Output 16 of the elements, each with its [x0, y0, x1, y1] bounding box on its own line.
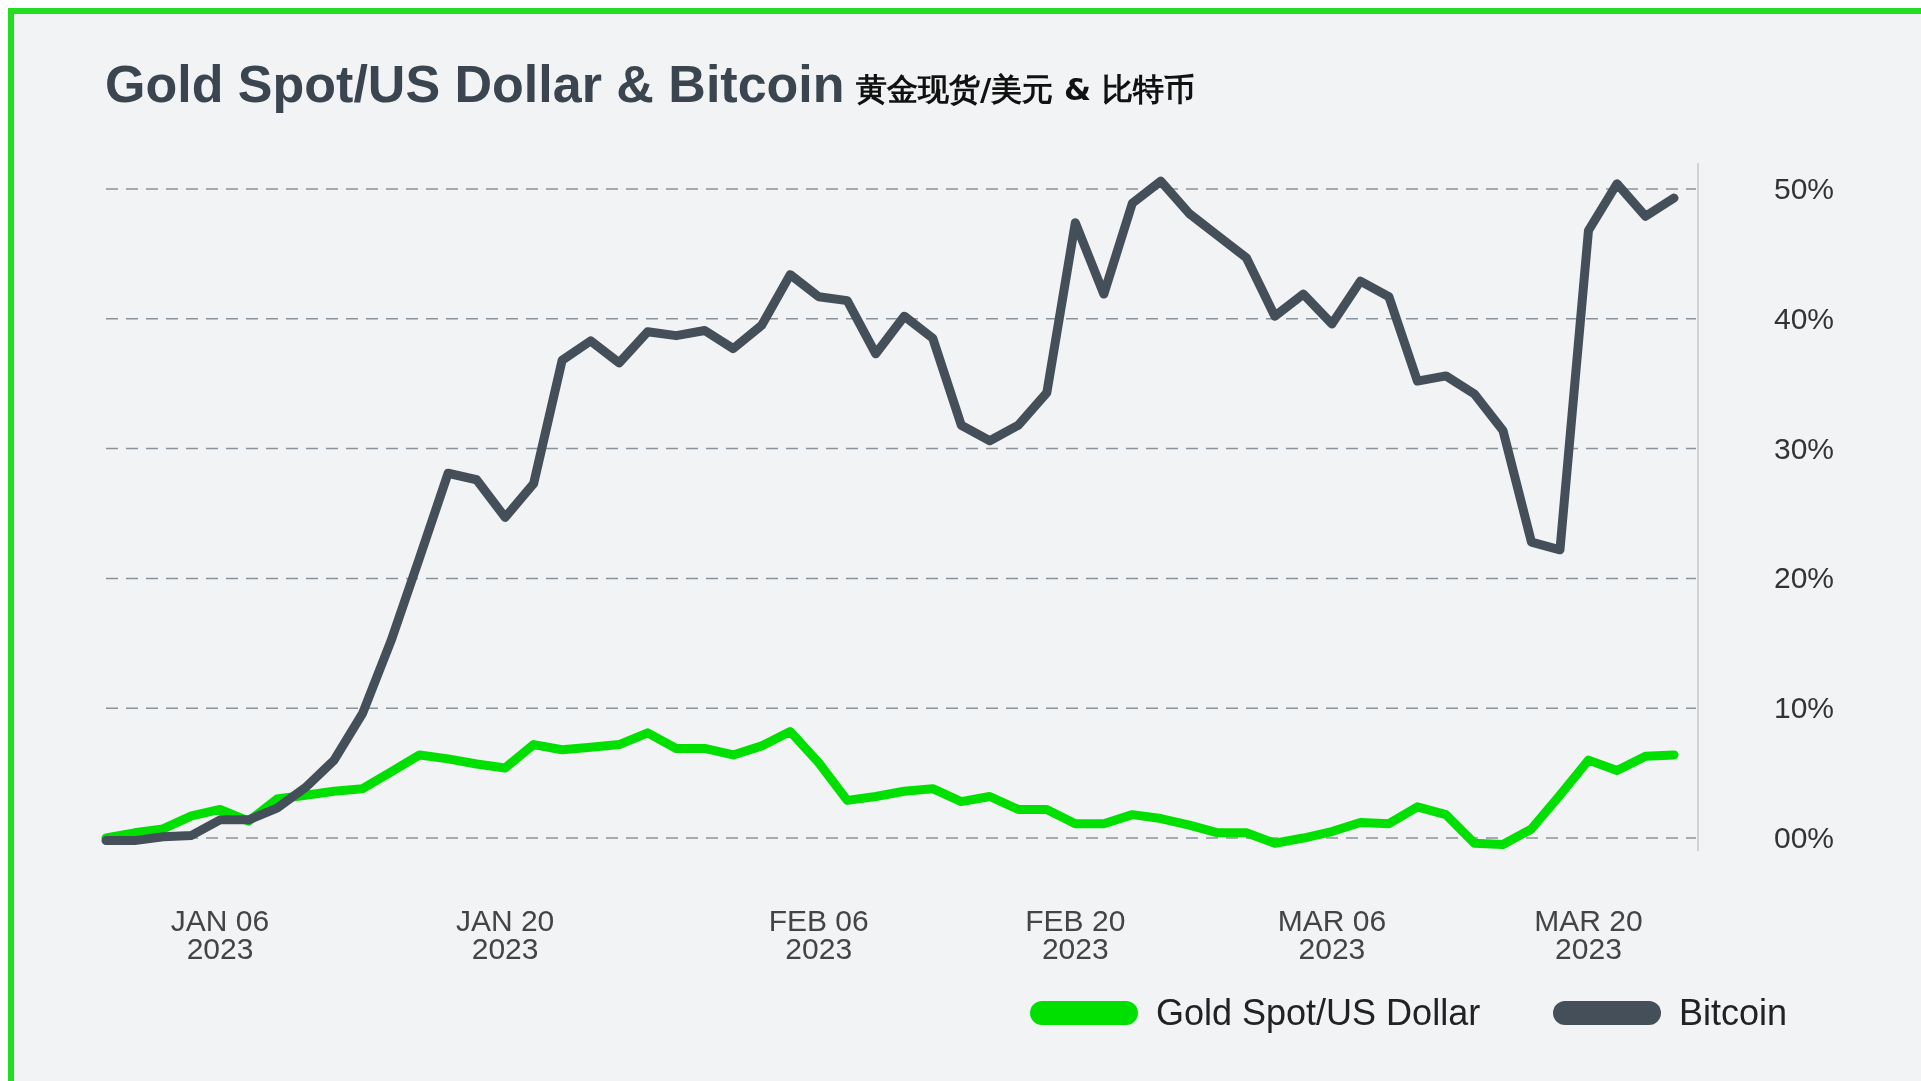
x-tick-label: MAR 06 2023 [1277, 904, 1387, 965]
y-tick-label: 00% [1773, 821, 1835, 855]
legend-label: Bitcoin [1679, 992, 1788, 1033]
y-tick-label: 50% [1773, 171, 1835, 205]
x-tick-label: FEB 06 2023 [768, 904, 869, 965]
y-tick-label: 20% [1773, 561, 1835, 595]
y-tick-label: 30% [1773, 431, 1835, 465]
legend-label: Gold Spot/US Dollar [1156, 992, 1481, 1033]
y-tick-label: 10% [1773, 691, 1835, 725]
x-tick-label: JAN 20 2023 [455, 904, 555, 965]
y-tick-label: 40% [1773, 301, 1835, 335]
x-tick-label: MAR 20 2023 [1534, 904, 1643, 965]
chart-subtitle: 黄金现货/美元 & 比特币 [856, 71, 1195, 107]
chart-title: Gold Spot/US Dollar & Bitcoin [105, 55, 845, 113]
x-tick-label: FEB 20 2023 [1025, 904, 1126, 965]
x-tick-label: JAN 06 2023 [170, 904, 270, 965]
